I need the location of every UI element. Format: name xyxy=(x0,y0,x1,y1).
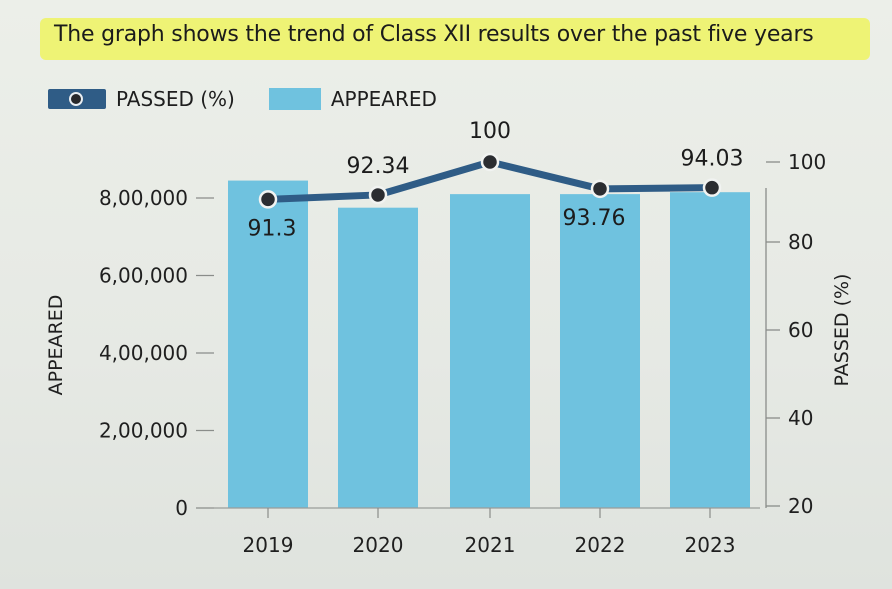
legend: PASSED (%) APPEARED xyxy=(48,82,437,116)
bar-2023 xyxy=(670,192,750,508)
right-axis-tick-label-3: 80 xyxy=(788,230,813,254)
legend-marker-icon xyxy=(69,92,83,106)
left-axis-tick-label-0: 0 xyxy=(175,496,188,520)
title-highlight xyxy=(40,18,870,60)
passed-point-2019 xyxy=(258,190,278,209)
passed-label-2023: 94.03 xyxy=(681,147,744,172)
passed-point-2020 xyxy=(368,185,388,205)
chart-title: The graph shows the trend of Class XII r… xyxy=(54,22,814,47)
passed-label-2020: 92.34 xyxy=(347,154,410,179)
passed-point-2022 xyxy=(590,179,610,199)
right-axis-tick-label-4: 100 xyxy=(788,150,826,174)
left-axis-tick-label-1: 2,00,000 xyxy=(99,419,188,443)
right-axis-tick-label-2: 60 xyxy=(788,318,813,342)
legend-swatch-appeared xyxy=(268,88,321,110)
legend-label-passed: PASSED (%) xyxy=(116,87,235,111)
legend-swatch-passed xyxy=(48,89,106,109)
passed-point-2023 xyxy=(702,178,722,197)
left-axis-tick-label-2: 4,00,000 xyxy=(99,341,188,365)
x-tick-label-2021: 2021 xyxy=(465,533,516,557)
passed-label-2021: 100 xyxy=(469,119,511,144)
bar-2022 xyxy=(560,194,640,508)
left-axis-title: APPEARED xyxy=(45,295,67,396)
right-axis-tick-label-1: 40 xyxy=(788,406,813,430)
right-axis-tick-label-0: 20 xyxy=(788,494,813,518)
x-tick-label-2019: 2019 xyxy=(243,533,294,557)
left-axis-tick-label-3: 6,00,000 xyxy=(99,264,188,288)
passed-point-2021 xyxy=(480,152,500,172)
passed-label-2019: 91.3 xyxy=(248,216,297,241)
x-tick-label-2023: 2023 xyxy=(685,533,736,557)
left-axis-tick-label-4: 8,00,000 xyxy=(99,186,188,210)
passed-label-2022: 93.76 xyxy=(563,206,626,231)
bar-2020 xyxy=(338,207,418,508)
bar-2021 xyxy=(450,194,530,508)
x-tick-label-2022: 2022 xyxy=(575,533,626,557)
right-axis-title: PASSED (%) xyxy=(831,274,853,387)
bar-2019 xyxy=(228,180,308,508)
x-tick-label-2020: 2020 xyxy=(353,533,404,557)
legend-label-appeared: APPEARED xyxy=(330,87,437,111)
